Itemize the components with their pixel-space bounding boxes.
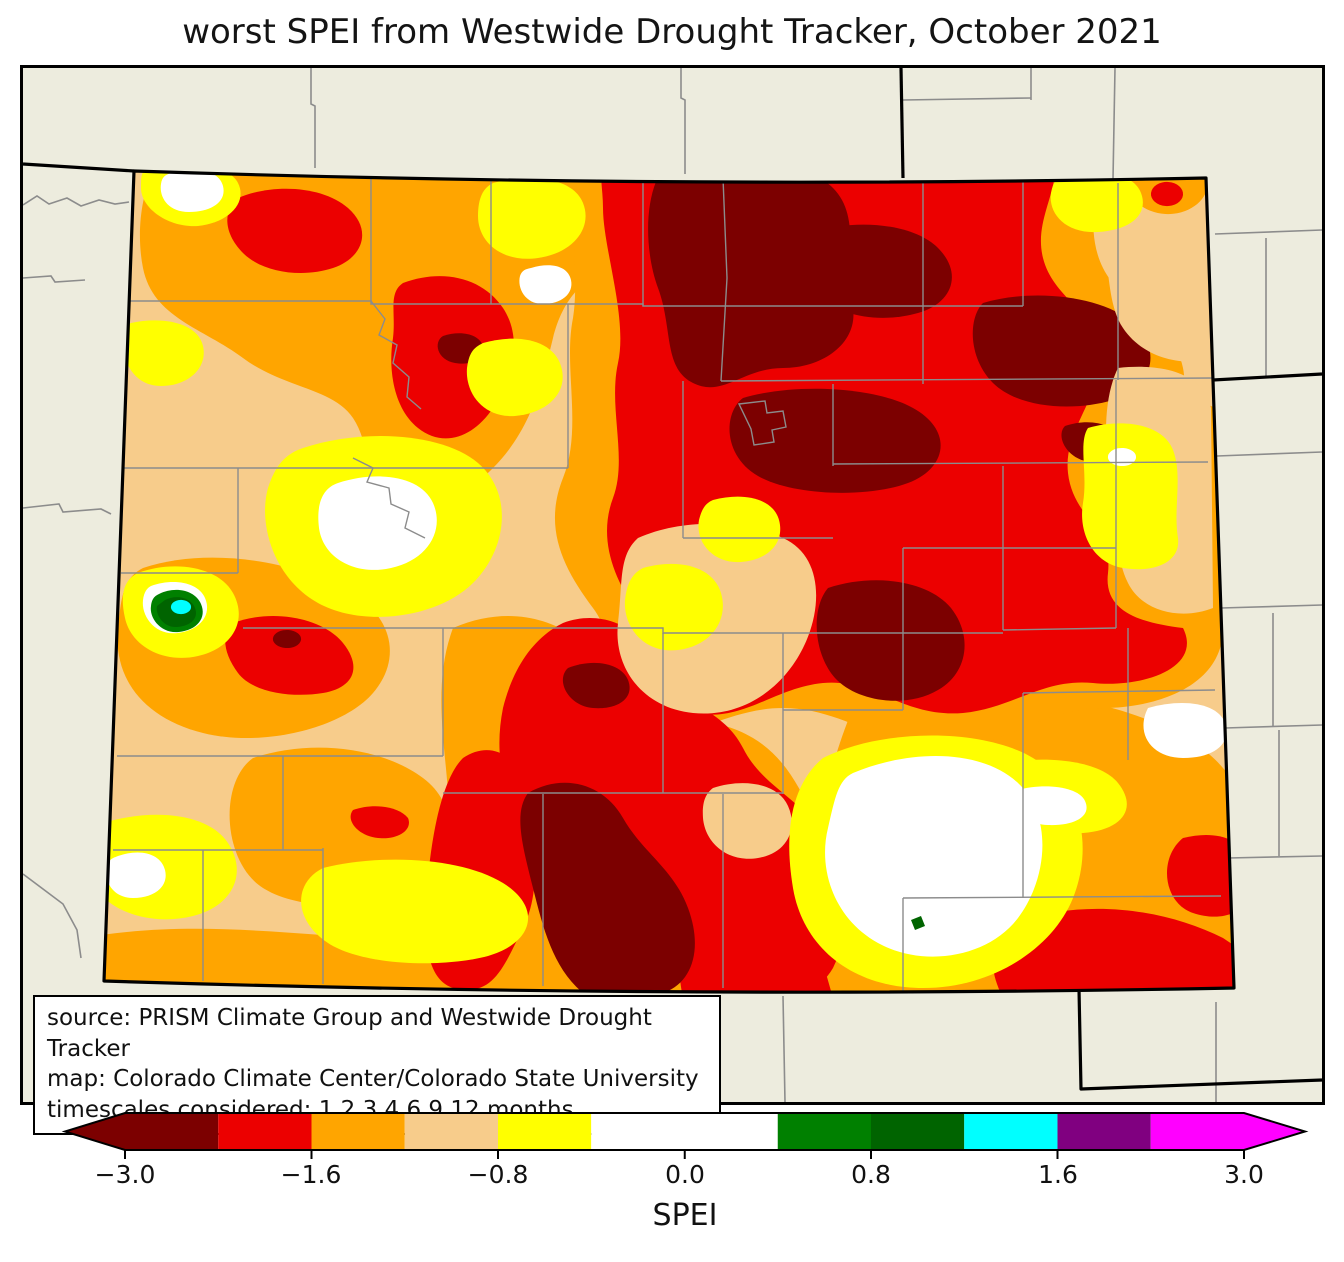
colorbar-segments [65,1113,1305,1150]
map-frame [20,65,1325,1105]
state-borders [23,68,1322,1091]
cyan-center [170,599,192,615]
colorbar-left-arrow [65,1113,125,1150]
cb-tick-label: 0.0 [665,1160,705,1189]
green-cyan-anomaly-spot [150,589,203,633]
cb-tick-label: 0.8 [851,1160,891,1189]
source-box: source: PRISM Climate Group and Westwide… [33,995,721,1136]
cb-tick-label: −3.0 [94,1160,156,1189]
ne-red-dot [1150,181,1184,207]
map-canvas [23,68,1322,1102]
cb-tick-label: 1.6 [1038,1160,1078,1189]
colorbar [61,1112,1309,1159]
county-boundaries-colorado [113,172,1222,993]
cb-tick-label: 3.0 [1224,1160,1264,1189]
colorbar-axis-label: SPEI [652,1198,718,1233]
source-line: source: PRISM Climate Group and Westwide… [47,1005,652,1062]
county-boundaries-outside [23,68,1322,1102]
cb-tick-label: −0.8 [467,1160,529,1189]
se-green-speck [911,916,925,930]
colorbar-right-arrow [1244,1113,1305,1150]
colorado-border [102,169,1236,994]
colorbar-tick-marks [124,1150,1245,1159]
figure-title: worst SPEI from Westwide Drought Tracker… [182,12,1162,52]
cb-tick-label: −1.6 [280,1160,342,1189]
contour-white-patches [106,171,1227,957]
map-credit-line: map: Colorado Climate Center/Colorado St… [47,1066,699,1093]
spei-contour-field [104,171,1234,993]
